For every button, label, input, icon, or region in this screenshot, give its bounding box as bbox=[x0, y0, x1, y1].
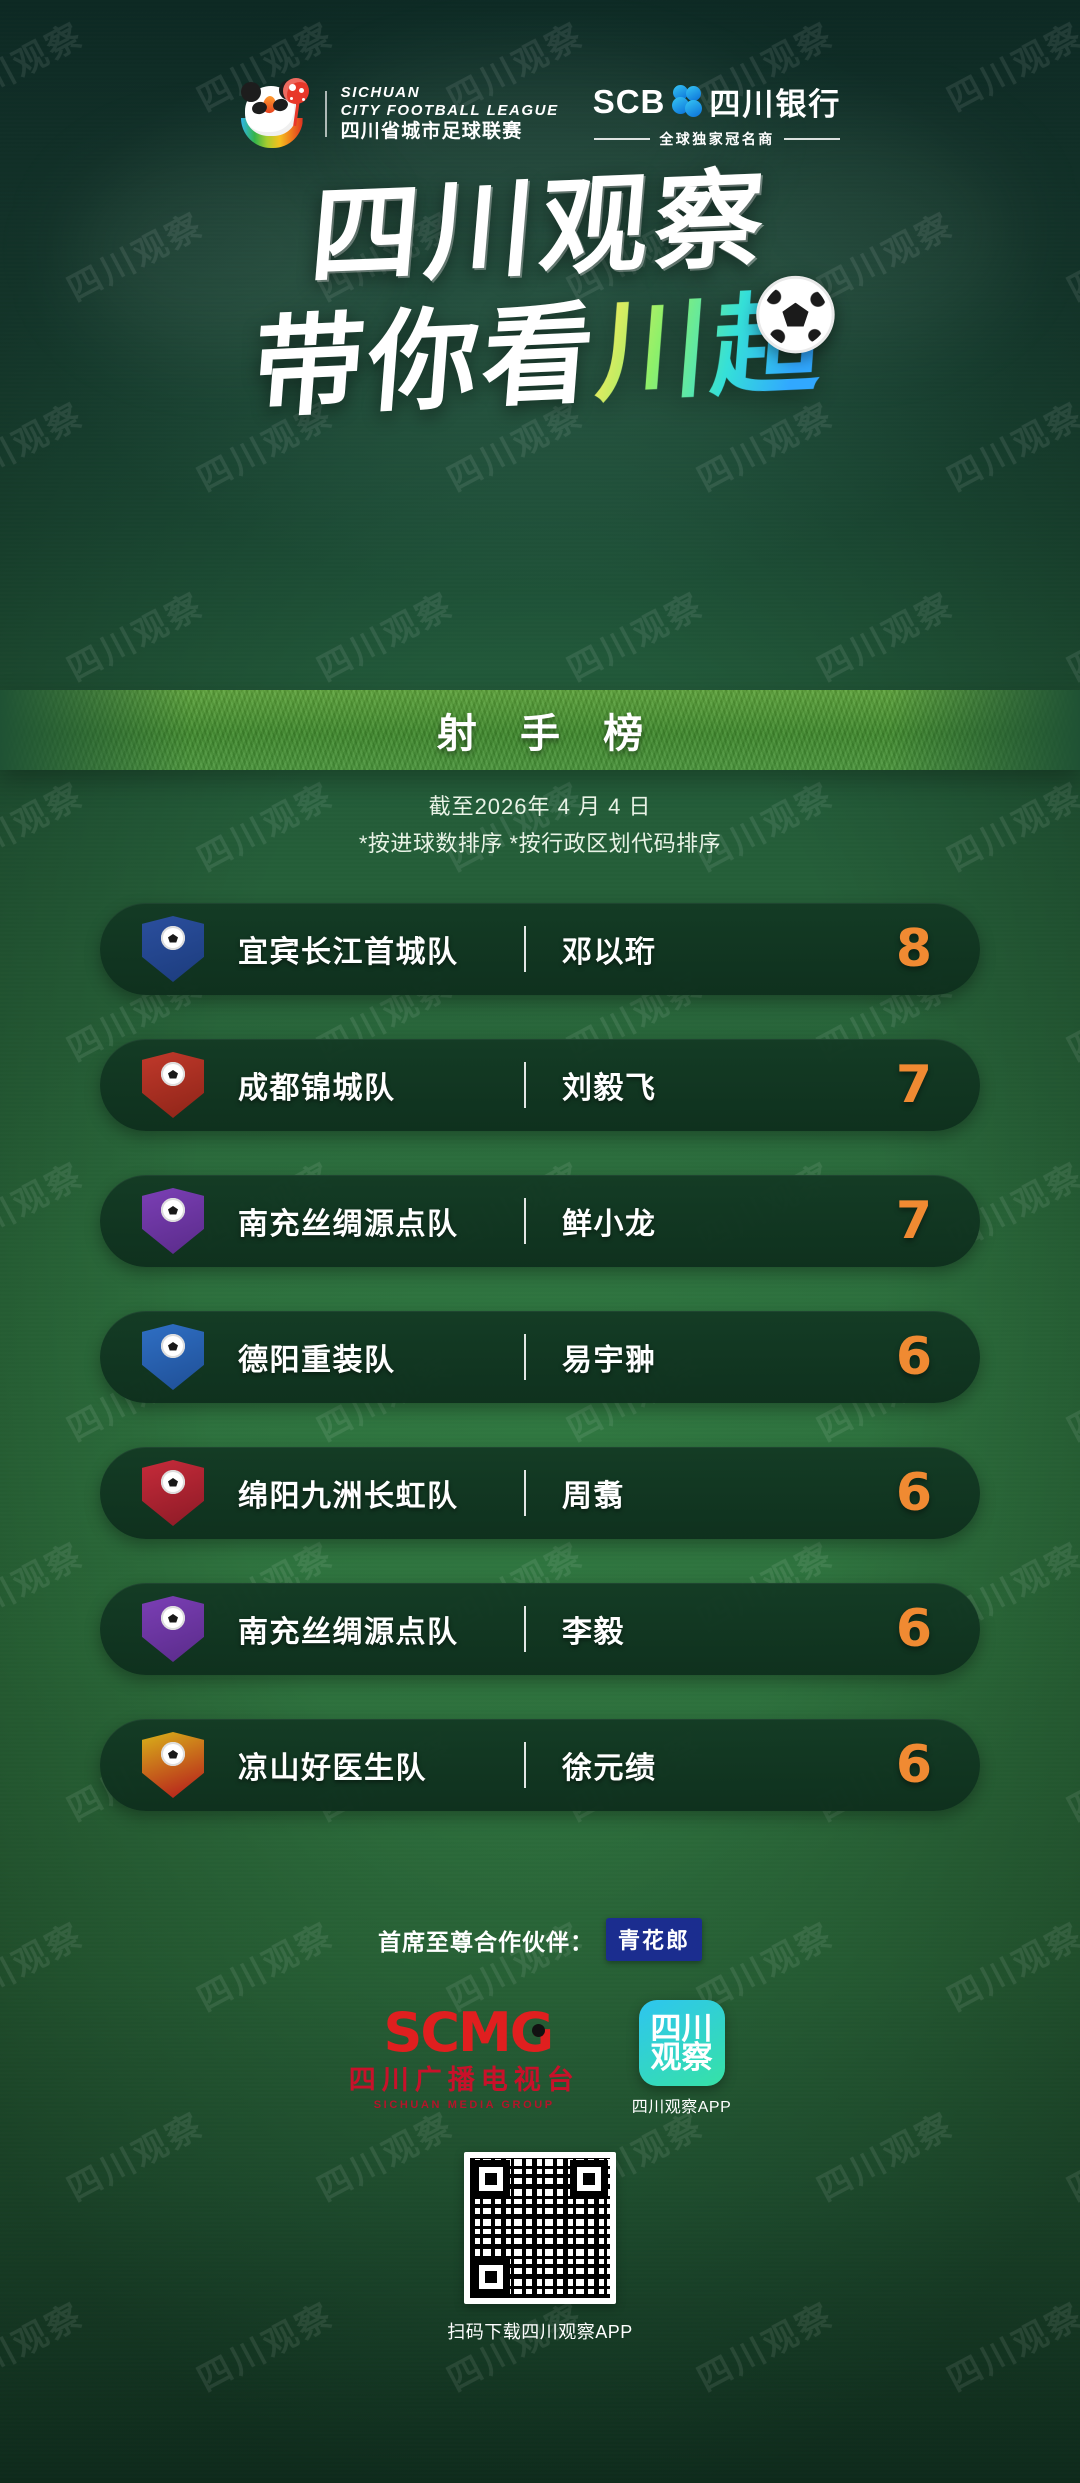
player-name: 邓以珩 bbox=[562, 936, 657, 969]
header-logos: SICHUAN CITY FOOTBALL LEAGUE 四川省城市足球联赛 S… bbox=[0, 78, 1080, 150]
liangshan-haoyisheng-crest-icon bbox=[142, 1732, 204, 1798]
league-en-line2: CITY FOOTBALL LEAGUE bbox=[340, 101, 559, 119]
table-row[interactable]: 德阳重装队 易宇翀 6 bbox=[100, 1311, 980, 1403]
note-date: 截至2026年 4 月 4 日 bbox=[428, 794, 652, 819]
table-row[interactable]: 成都锦城队 刘毅飞 7 bbox=[100, 1039, 980, 1131]
panda-football-logo-icon bbox=[239, 78, 311, 150]
section-notes: 截至2026年 4 月 4 日 *按进球数排序 *按行政区划代码排序 bbox=[0, 788, 1080, 863]
player-name: 李毅 bbox=[562, 1616, 625, 1649]
qr-finder-icon bbox=[570, 2160, 608, 2198]
partner-label: 首席至尊合作伙伴： bbox=[377, 1928, 594, 1955]
player-name: 周翥 bbox=[562, 1480, 625, 1513]
goal-count: 6 bbox=[895, 1599, 932, 1659]
goal-count: 7 bbox=[895, 1055, 932, 1115]
row-divider bbox=[524, 1470, 526, 1516]
scb-bank-logo-icon bbox=[672, 84, 703, 119]
goal-count: 6 bbox=[895, 1327, 932, 1387]
scmg-dot-icon bbox=[532, 2024, 546, 2037]
mianyang-changhong-crest-icon bbox=[142, 1460, 204, 1526]
goal-count: 7 bbox=[895, 1191, 932, 1251]
team-name: 南充丝绸源点队 bbox=[238, 1616, 459, 1649]
table-row[interactable]: 凉山好医生队 徐元绩 6 bbox=[100, 1719, 980, 1811]
note-sort: *按进球数排序 *按行政区划代码排序 bbox=[358, 831, 722, 857]
deyang-heavy-crest-icon bbox=[142, 1324, 204, 1390]
footer-logos: SCMG 四川广播电视台 SICHUAN MEDIA GROUP 四川 观察 四… bbox=[0, 2000, 1080, 2117]
tagline-rule-right bbox=[783, 138, 840, 140]
app-name: 四川观察APP bbox=[631, 2099, 732, 2116]
scmg-en-name: SICHUAN MEDIA GROUP bbox=[373, 2099, 555, 2111]
player-name: 徐元绩 bbox=[562, 1752, 657, 1785]
hero-line-2-white: 带你看 bbox=[248, 289, 603, 433]
partner-badge: 青花郎 bbox=[605, 1918, 702, 1961]
logo-divider bbox=[324, 91, 327, 137]
scmg-mark-text: SCMG bbox=[383, 2001, 554, 2064]
app-logo[interactable]: 四川 观察 四川观察APP bbox=[632, 2000, 732, 2117]
team-name: 绵阳九洲长虹队 bbox=[238, 1480, 459, 1513]
bank-cn-name: 四川银行 bbox=[709, 87, 842, 122]
goal-count: 8 bbox=[895, 919, 932, 979]
goal-count: 6 bbox=[895, 1463, 932, 1523]
app-icon-line1: 四川 bbox=[650, 2010, 713, 2046]
table-row[interactable]: 南充丝绸源点队 鲜小龙 7 bbox=[100, 1175, 980, 1267]
row-divider bbox=[524, 1606, 526, 1652]
row-divider bbox=[524, 1334, 526, 1380]
row-divider bbox=[524, 1062, 526, 1108]
qr-code[interactable] bbox=[464, 2152, 616, 2304]
bank-tagline: 全球独家冠名商 bbox=[659, 131, 775, 147]
league-en-line1: SICHUAN bbox=[340, 83, 421, 101]
scorer-table: 宜宾长江首城队 邓以珩 8 成都锦城队 刘毅飞 7 南充丝绸源点队 鲜小龙 7 德阳重装队 易宇翀 6… bbox=[100, 903, 980, 1855]
team-name: 德阳重装队 bbox=[238, 1344, 396, 1377]
hero-title: 四川观察 带你看川超 bbox=[0, 157, 1080, 433]
table-row[interactable]: 宜宾长江首城队 邓以珩 8 bbox=[100, 903, 980, 995]
bank-abbr: SCB bbox=[592, 82, 666, 120]
scmg-cn-name: 四川广播电视台 bbox=[348, 2065, 580, 2096]
row-divider bbox=[524, 926, 526, 972]
row-divider bbox=[524, 1742, 526, 1788]
soccer-ball-icon bbox=[756, 275, 835, 354]
table-row[interactable]: 南充丝绸源点队 李毅 6 bbox=[100, 1583, 980, 1675]
team-name: 凉山好医生队 bbox=[238, 1752, 427, 1785]
player-name: 易宇翀 bbox=[562, 1344, 657, 1377]
qr-caption: 扫码下载四川观察APP bbox=[447, 2322, 633, 2342]
scmg-wordmark: SCMG bbox=[380, 2006, 554, 2060]
player-name: 刘毅飞 bbox=[562, 1072, 657, 1105]
hero-line-2: 带你看川超 bbox=[249, 275, 835, 433]
team-name: 成都锦城队 bbox=[238, 1072, 396, 1105]
qr-section: 扫码下载四川观察APP bbox=[0, 2152, 1080, 2344]
hero-line-1: 四川观察 bbox=[305, 157, 775, 300]
league-logo: SICHUAN CITY FOOTBALL LEAGUE 四川省城市足球联赛 bbox=[239, 78, 559, 150]
tagline-rule-left bbox=[594, 138, 651, 140]
qr-finder-icon bbox=[472, 2258, 510, 2296]
row-divider bbox=[524, 1198, 526, 1244]
nanchong-silk-crest-icon bbox=[142, 1596, 204, 1662]
nanchong-silk-crest-icon bbox=[142, 1188, 204, 1254]
partner-line: 首席至尊合作伙伴： 青花郎 bbox=[0, 1918, 1080, 1961]
app-icon-line2: 观察 bbox=[650, 2040, 713, 2075]
team-name: 宜宾长江首城队 bbox=[238, 936, 459, 969]
app-icon: 四川 观察 bbox=[638, 2000, 725, 2086]
page-title: 射 手 榜 bbox=[436, 712, 660, 756]
bank-sponsor-logo: SCB 四川银行 全球独家冠名商 bbox=[593, 79, 842, 149]
table-row[interactable]: 绵阳九洲长虹队 周翥 6 bbox=[100, 1447, 980, 1539]
qr-finder-icon bbox=[472, 2160, 510, 2198]
scmg-logo: SCMG 四川广播电视台 SICHUAN MEDIA GROUP bbox=[348, 2006, 580, 2112]
league-cn-name: 四川省城市足球联赛 bbox=[340, 121, 523, 143]
section-banner: 射 手 榜 bbox=[0, 690, 1080, 770]
chengdu-jincheng-crest-icon bbox=[142, 1052, 204, 1118]
team-name: 南充丝绸源点队 bbox=[238, 1208, 459, 1241]
yibin-first-city-crest-icon bbox=[142, 916, 204, 982]
goal-count: 6 bbox=[895, 1735, 932, 1795]
player-name: 鲜小龙 bbox=[562, 1208, 657, 1241]
